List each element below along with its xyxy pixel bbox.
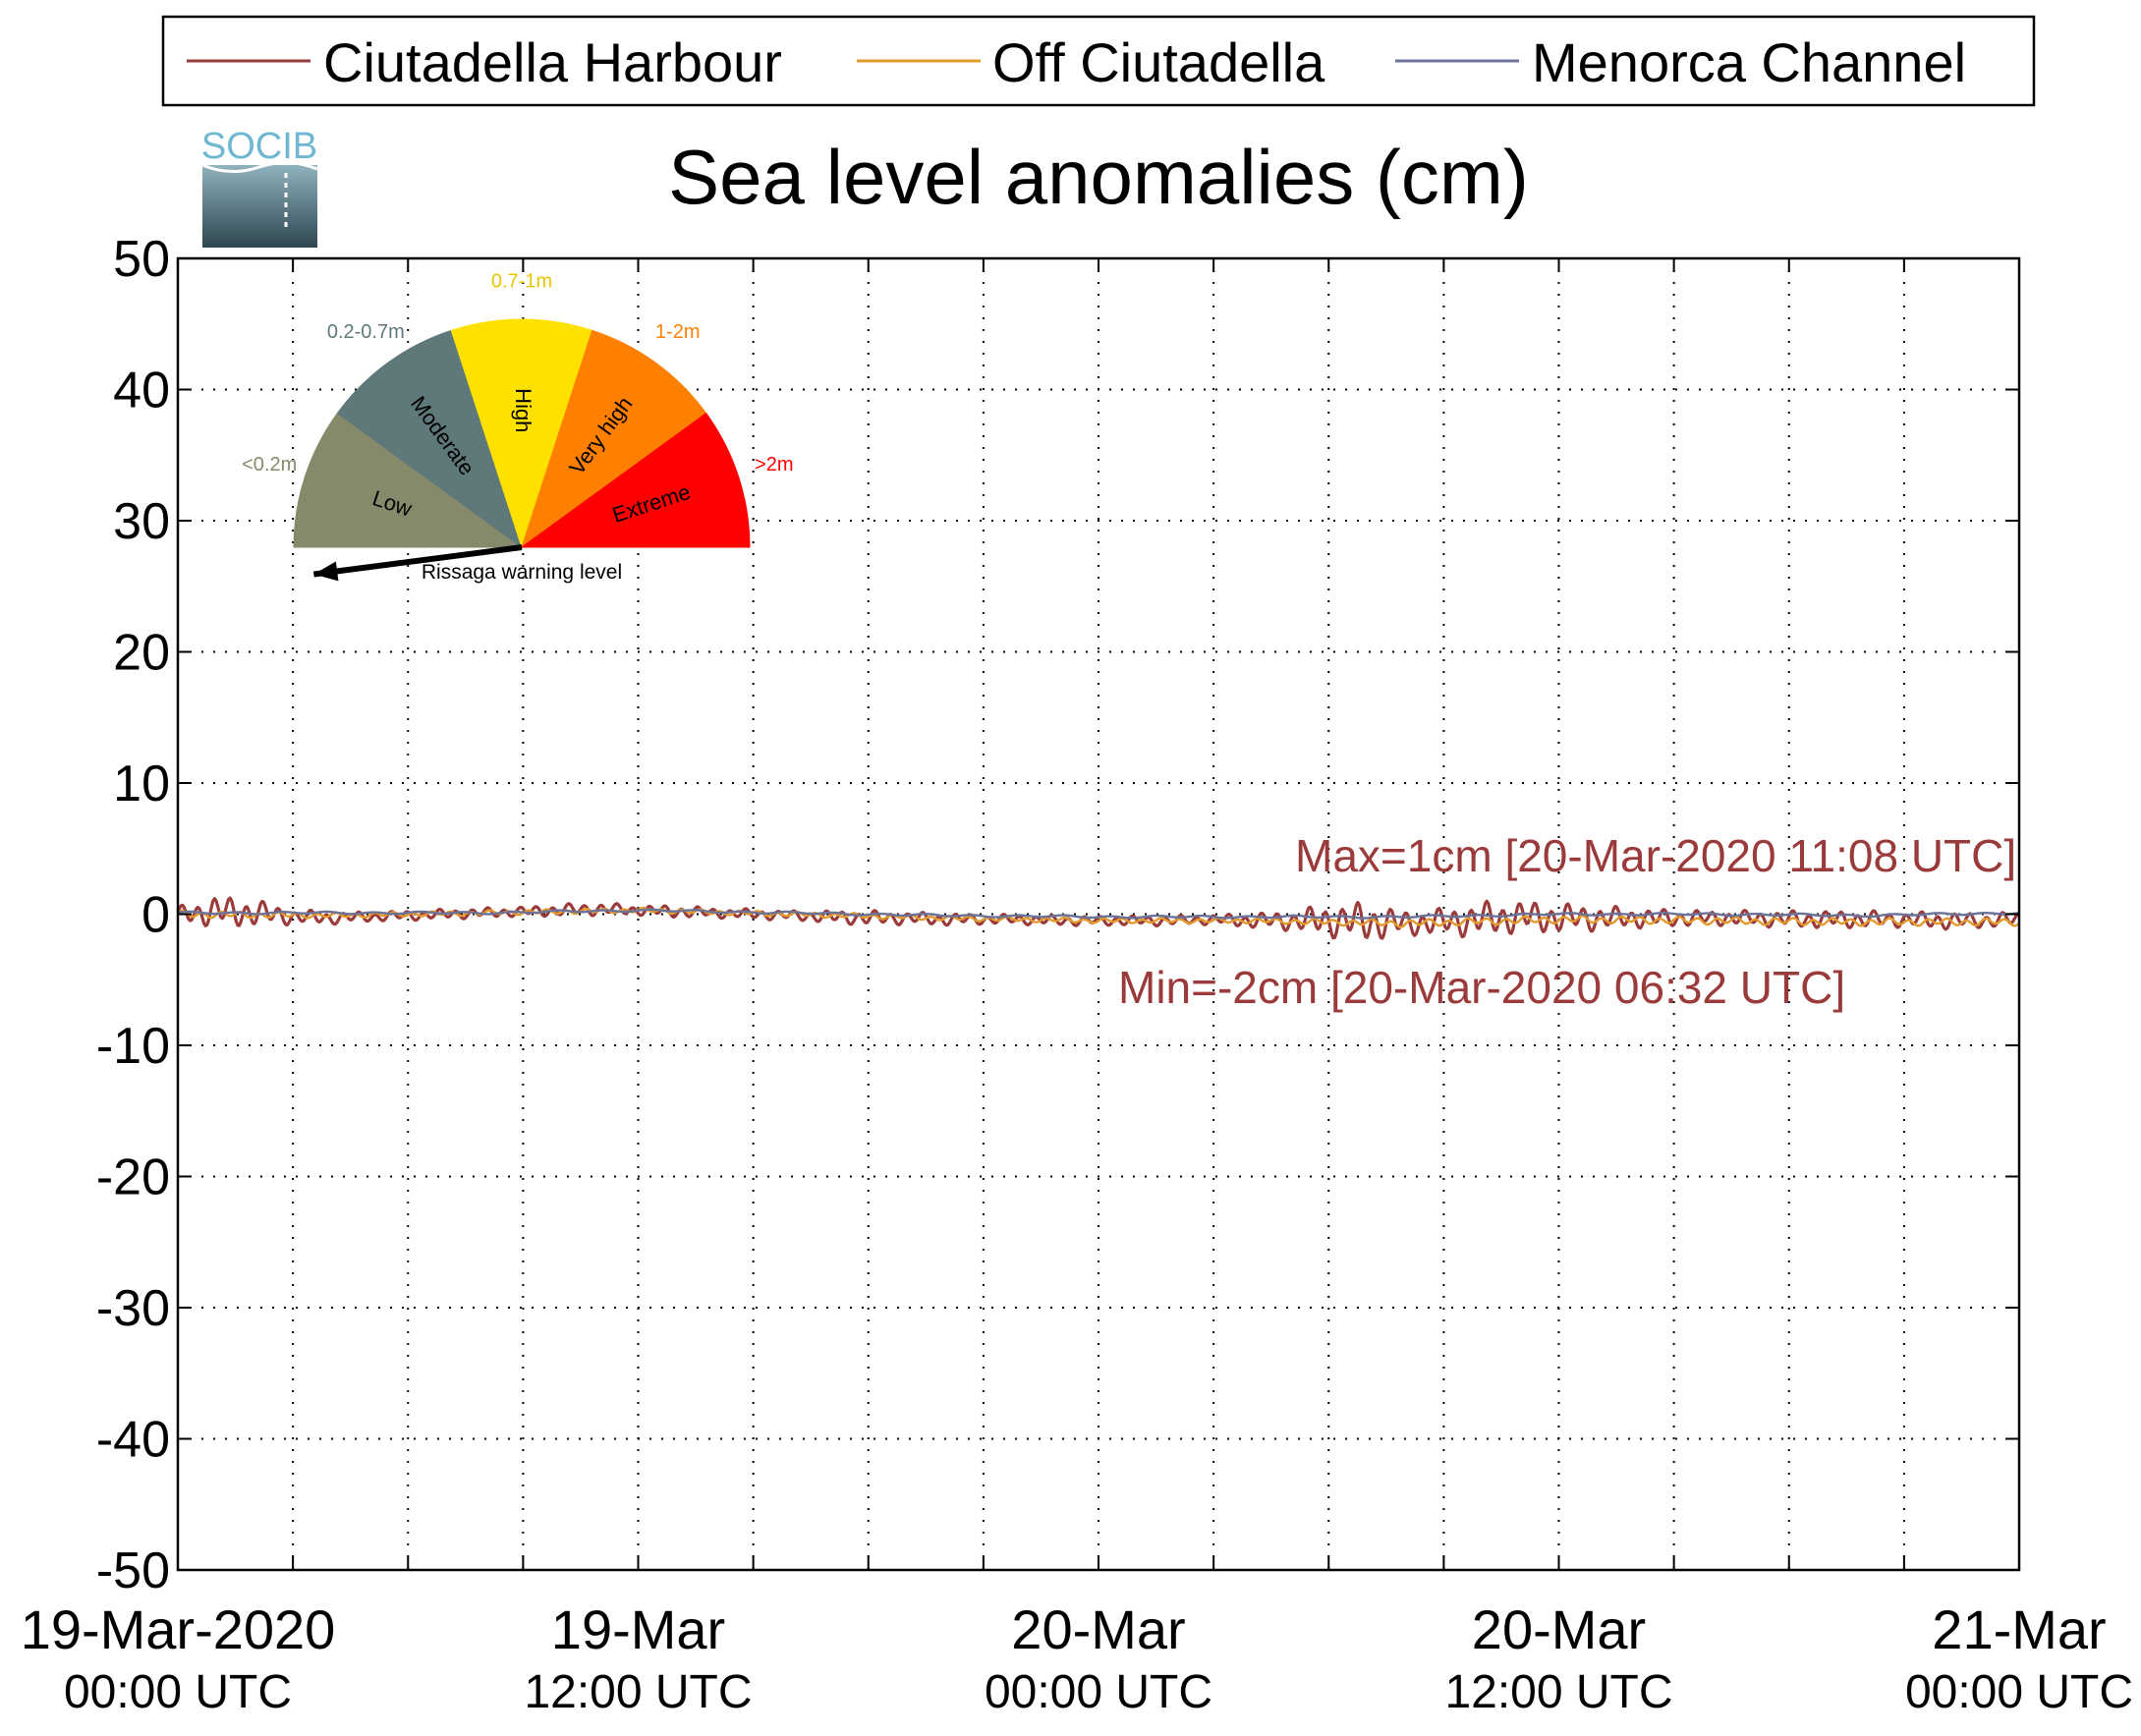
- y-tick-label: -40: [96, 1412, 170, 1469]
- legend-label-ciutadella-harbour: Ciutadella Harbour: [323, 31, 782, 93]
- gauge-caption: Rissaga warning level: [422, 561, 622, 584]
- socib-logo: SOCIB: [201, 126, 318, 248]
- y-tick-label: -10: [96, 1018, 170, 1075]
- legend-label-off-ciutadella: Off Ciutadella: [992, 31, 1325, 93]
- y-tick-label: 30: [113, 493, 170, 550]
- gauge-range-low: <0.2m: [242, 454, 297, 476]
- y-axis: -50 -40 -30 -20 -10 0 10 20 30 40 50: [96, 231, 2019, 1599]
- gauge-range-moderate: 0.2-0.7m: [327, 321, 405, 343]
- x-tick-label-time: 00:00 UTC: [985, 1666, 1212, 1718]
- legend-label-menorca-channel: Menorca Channel: [1532, 31, 1966, 93]
- x-tick-label-time: 00:00 UTC: [64, 1666, 292, 1718]
- legend-box: [161, 15, 2036, 107]
- gauge-segment-high: [450, 318, 593, 549]
- gauge-pointer: [312, 544, 523, 578]
- socib-logo-text: SOCIB: [201, 126, 317, 167]
- plot-area: -50 -40 -30 -20 -10 0 10 20 30 40 50 19-Mar-2020 00…: [21, 231, 2133, 1718]
- x-tick-label-date: 20-Mar: [1472, 1598, 1646, 1660]
- y-tick-label: -50: [96, 1542, 170, 1599]
- legend-entry-off-ciutadella: Off Ciutadella: [857, 31, 1325, 93]
- gauge-pointer-head: [313, 561, 339, 582]
- socib-logo-block: [202, 165, 317, 248]
- max-annotation: Max=1cm [20-Mar-2020 11:08 UTC]: [1295, 830, 2016, 881]
- gauge-label-high: High: [511, 388, 535, 432]
- x-tick-label-date: 19-Mar: [551, 1598, 725, 1660]
- legend-entry-menorca-channel: Menorca Channel: [1395, 31, 1966, 93]
- gauge-segment-low: [293, 412, 524, 548]
- y-tick-label: 50: [113, 231, 170, 288]
- x-tick-label-time: 12:00 UTC: [524, 1666, 752, 1718]
- gauge-segment-extreme: [520, 412, 751, 548]
- x-tick-label-date: 20-Mar: [1011, 1598, 1185, 1660]
- y-tick-label: 10: [113, 756, 170, 812]
- min-annotation: Min=-2cm [20-Mar-2020 06:32 UTC]: [1118, 962, 1845, 1013]
- x-tick-label-date: 19-Mar-2020: [21, 1598, 336, 1660]
- chart-title: Sea level anomalies (cm): [668, 134, 1529, 220]
- x-tick-label-time: 00:00 UTC: [1905, 1666, 2133, 1718]
- x-tick-label-date: 21-Mar: [1932, 1598, 2106, 1660]
- y-tick-label: 0: [141, 887, 170, 944]
- socib-logo-wave: [201, 161, 318, 173]
- series-line-off-ciutadella: [177, 906, 2020, 928]
- gauge-segment-very-high: [521, 329, 707, 549]
- gauge-range-very-high: 1-2m: [655, 321, 701, 343]
- x-axis: 19-Mar-2020 00:00 UTC 19-Mar 12:00 UTC 20-Ma…: [21, 258, 2133, 1718]
- y-tick-label: -20: [96, 1149, 170, 1206]
- series-line-menorca-channel: [177, 908, 2020, 920]
- y-tick-label: 20: [113, 625, 170, 682]
- x-tick-label-time: 12:00 UTC: [1444, 1666, 1672, 1718]
- y-tick-label: -30: [96, 1280, 170, 1337]
- gauge-segment-moderate: [336, 329, 523, 549]
- data-series: [176, 896, 2020, 940]
- legend-entry-ciutadella-harbour: Ciutadella Harbour: [187, 31, 782, 93]
- legend: Ciutadella Harbour Off Ciutadella Menorc…: [161, 15, 2036, 107]
- gauge-range-high: 0.7-1m: [491, 270, 552, 292]
- gauge-range-extreme: >2m: [755, 454, 793, 476]
- y-tick-label: 40: [113, 363, 170, 420]
